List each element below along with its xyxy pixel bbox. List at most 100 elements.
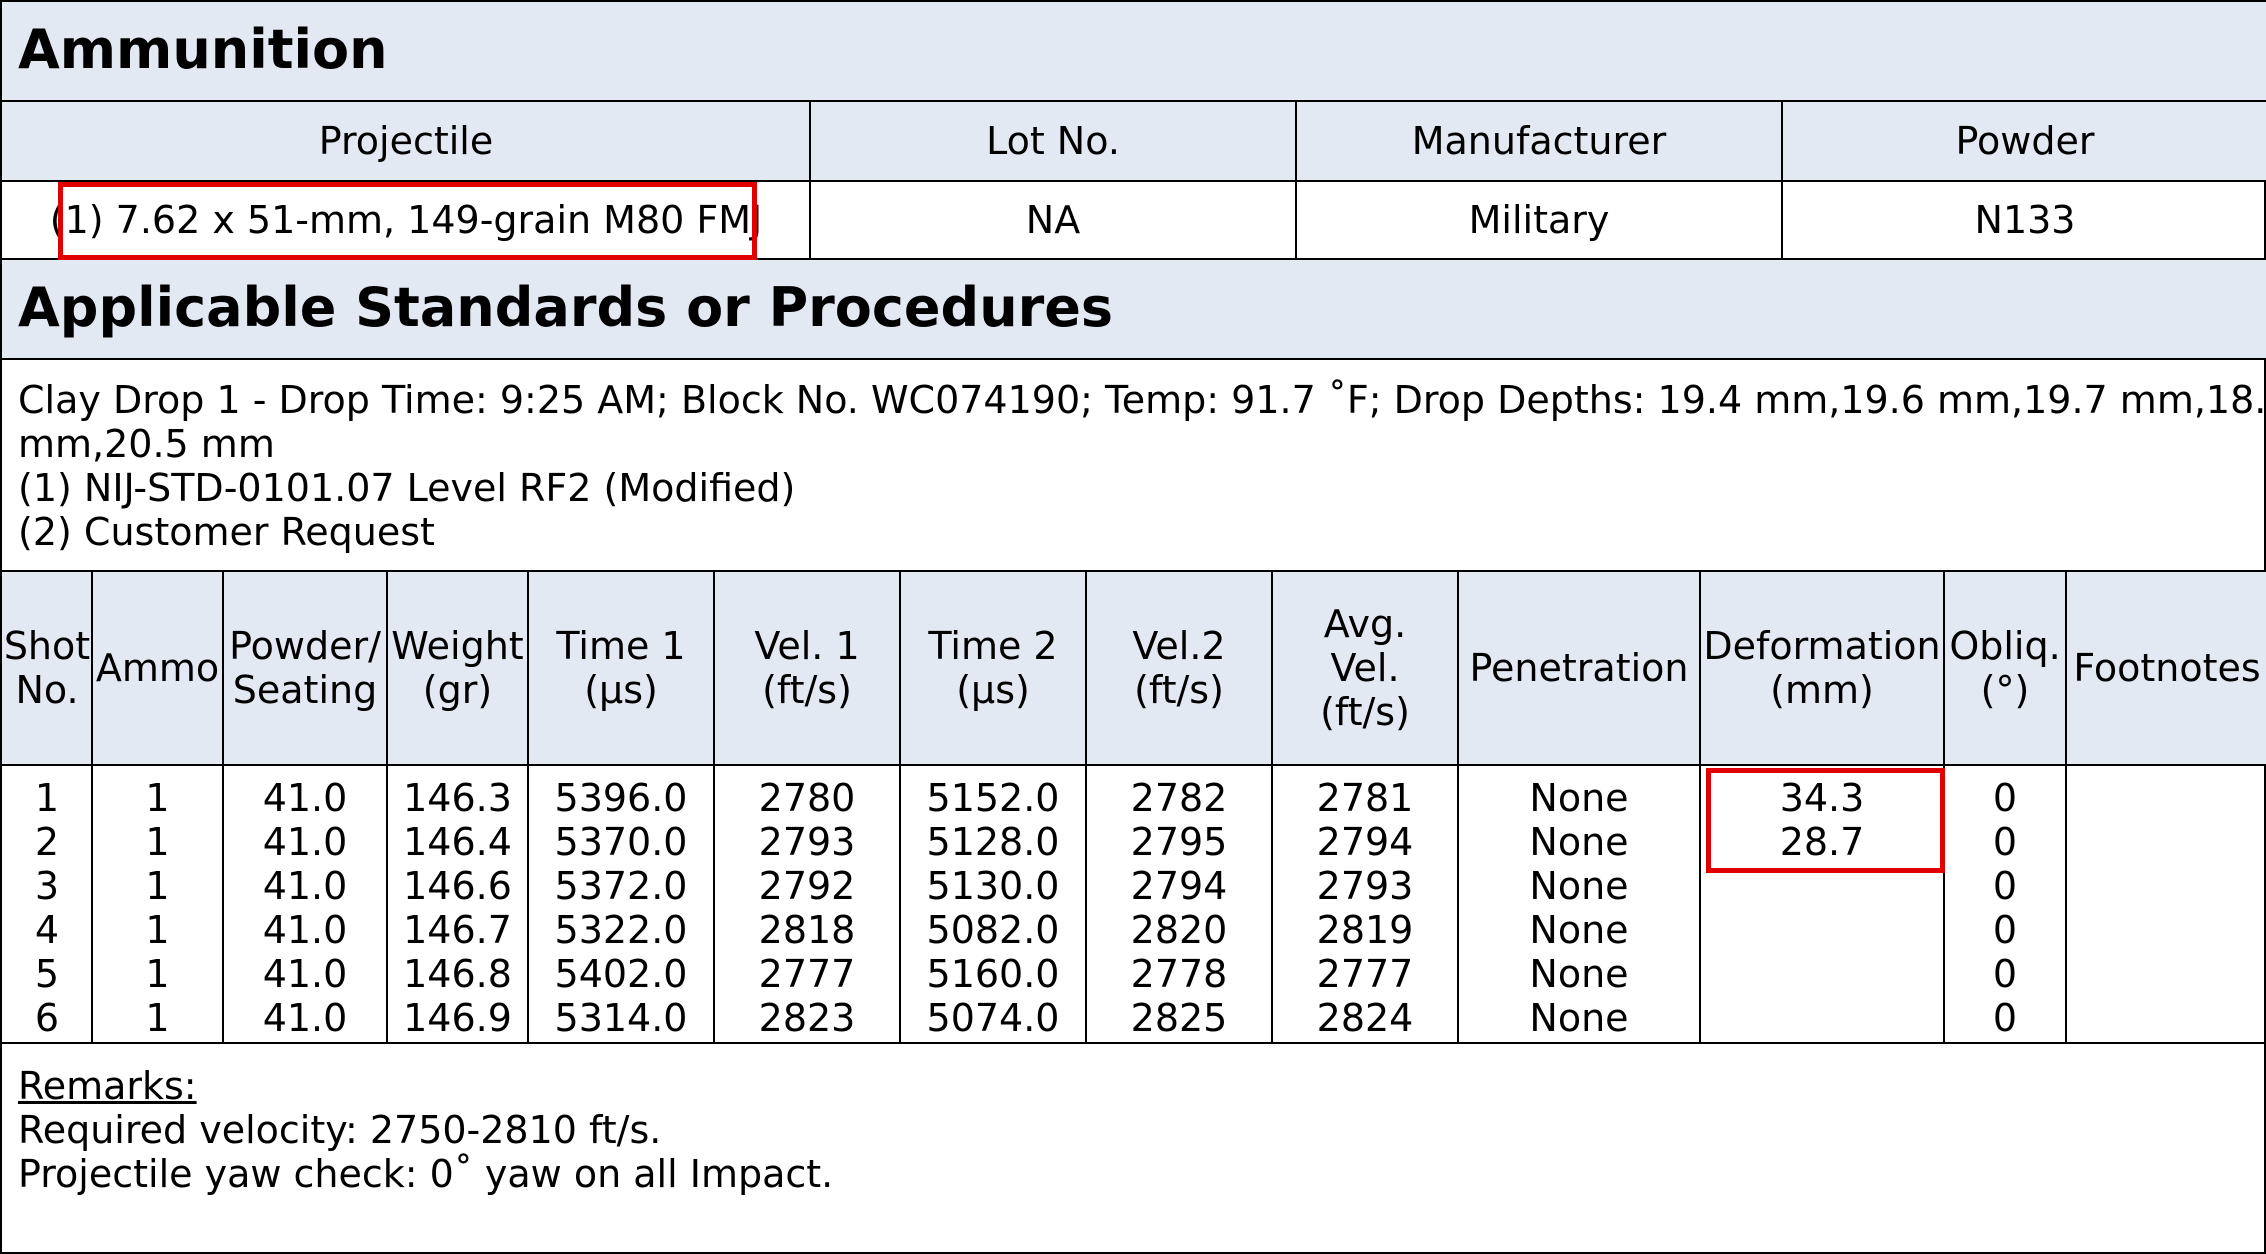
avg-vel-header: Avg. Vel. (ft/s) [1272, 572, 1458, 764]
shot-no-cell: 3 [34, 864, 60, 908]
avg-vel-header-line: Vel. [1330, 646, 1400, 690]
time-2-header-line: (µs) [956, 668, 1030, 712]
deformation-cell [1700, 908, 1944, 952]
weight-cell: 146.9 [403, 996, 512, 1040]
time-2-cell: 5130.0 [926, 864, 1060, 908]
lot-no-value: NA [1025, 198, 1081, 242]
vel-1-header-line: (ft/s) [762, 668, 852, 712]
vel-2-cell: 2782 [1130, 776, 1228, 820]
penetration-header: Penetration [1458, 572, 1700, 764]
deformation-cell [1700, 996, 1944, 1040]
ammo-cell: 1 [145, 996, 170, 1040]
powder-seating-cell: 41.0 [262, 908, 348, 952]
time-1-cell: 5314.0 [554, 996, 688, 1040]
time-1-header-line: Time 1 [556, 624, 686, 668]
footnotes-cell [2066, 908, 2266, 952]
shot-no-cell: 6 [34, 996, 60, 1040]
column-divider [1271, 572, 1273, 1044]
shot-no-cell: 5 [34, 952, 60, 996]
shot-table-body: 1 1 41.0 146.3 5396.0 2780 5152.0 2782 2781 None 3… [2, 766, 2266, 1044]
shot-no-cell: 1 [34, 776, 60, 820]
deformation-cell: 34.3 [1779, 776, 1865, 820]
deformation-header-line: Deformation [1703, 624, 1941, 668]
time-1-cell: 5370.0 [554, 820, 688, 864]
column-divider [1457, 572, 1459, 1044]
avg-vel-cell: 2793 [1316, 864, 1414, 908]
shot-no-cell: 2 [34, 820, 60, 864]
weight-cell: 146.6 [403, 864, 512, 908]
vel-2-cell: 2778 [1130, 952, 1228, 996]
column-divider [527, 572, 529, 1044]
column-divider [899, 572, 901, 1044]
projectile-value: (1) 7.62 x 51-mm, 149-grain M80 FMJ [49, 198, 763, 242]
vel-2-cell: 2825 [1130, 996, 1228, 1040]
powder-seating-cell: 41.0 [262, 864, 348, 908]
time-1-cell: 5372.0 [554, 864, 688, 908]
vel-1-cell: 2818 [758, 908, 856, 952]
weight-cell: 146.7 [403, 908, 512, 952]
deformation-header-line: (mm) [1770, 668, 1874, 712]
ammo-cell: 1 [145, 952, 170, 996]
avg-vel-cell: 2794 [1316, 820, 1414, 864]
vel-1-cell: 2777 [758, 952, 856, 996]
obliquity-header-line: (°) [1980, 668, 2030, 712]
remarks-section: Remarks: Required velocity: 2750-2810 ft… [2, 1044, 2266, 1254]
vel-1-cell: 2793 [758, 820, 856, 864]
penetration-header-line: Penetration [1469, 646, 1689, 690]
column-divider [91, 572, 93, 1044]
obliquity-cell: 0 [1992, 908, 2018, 952]
footnotes-header: Footnotes [2066, 572, 2266, 764]
vel-2-cell: 2795 [1130, 820, 1228, 864]
standard-reference-2: (2) Customer Request [18, 510, 435, 554]
footnotes-cell [2066, 996, 2266, 1040]
ammo-cell: 1 [145, 864, 170, 908]
column-divider [386, 572, 388, 1044]
deformation-highlight-box [1706, 768, 1945, 873]
ammunition-title: Ammunition [18, 18, 388, 81]
powder-seating-cell: 41.0 [262, 996, 348, 1040]
vel-2-cell: 2820 [1130, 908, 1228, 952]
time-1-header-line: (µs) [584, 668, 658, 712]
ammo-header-line: Ammo [95, 646, 220, 690]
time-1-header: Time 1 (µs) [528, 572, 714, 764]
lot-no-header: Lot No. [986, 119, 1120, 163]
powder-seating-header-line: Seating [232, 668, 378, 712]
weight-header: Weight (gr) [387, 572, 528, 764]
vel-1-cell: 2792 [758, 864, 856, 908]
avg-vel-header-line: (ft/s) [1320, 690, 1410, 734]
time-2-cell: 5082.0 [926, 908, 1060, 952]
divider [1781, 102, 1783, 260]
ammunition-header-row: Projectile Lot No. Manufacturer Powder [2, 102, 2266, 182]
vel-1-cell: 2823 [758, 996, 856, 1040]
penetration-cell: None [1529, 776, 1629, 820]
deformation-cell [1700, 952, 1944, 996]
deformation-header: Deformation (mm) [1700, 572, 1944, 764]
weight-header-line: Weight [391, 624, 524, 668]
standards-section-header: Applicable Standards or Procedures [2, 260, 2266, 360]
clay-drop-line-continued: mm,20.5 mm [18, 422, 275, 466]
avg-vel-cell: 2781 [1316, 776, 1414, 820]
ammo-cell: 1 [145, 908, 170, 952]
time-2-header-line: Time 2 [928, 624, 1058, 668]
manufacturer-value: Military [1468, 198, 1610, 242]
powder-seating-header: Powder/Seating [223, 572, 387, 764]
standard-reference-1: (1) NIJ-STD-0101.07 Level RF2 (Modified) [18, 466, 796, 510]
penetration-cell: None [1529, 952, 1629, 996]
shot-no-cell: 4 [34, 908, 60, 952]
penetration-cell: None [1529, 908, 1629, 952]
shot-table-header: Shot No. Ammo Powder/Seating Weight (gr) Time … [2, 572, 2266, 766]
time-2-cell: 5128.0 [926, 820, 1060, 864]
avg-vel-cell: 2777 [1316, 952, 1414, 996]
footnotes-cell [2066, 776, 2266, 820]
standards-body: Clay Drop 1 - Drop Time: 9:25 AM; Block … [2, 360, 2266, 572]
time-1-cell: 5402.0 [554, 952, 688, 996]
ammo-cell: 1 [145, 820, 170, 864]
ammunition-section-header: Ammunition [2, 2, 2266, 102]
powder-seating-header-line: Powder/ [229, 624, 381, 668]
powder-seating-cell: 41.0 [262, 820, 348, 864]
powder-value: N133 [1974, 198, 2076, 242]
weight-cell: 146.8 [403, 952, 512, 996]
projectile-highlight-box [58, 182, 757, 260]
obliquity-cell: 0 [1992, 820, 2018, 864]
